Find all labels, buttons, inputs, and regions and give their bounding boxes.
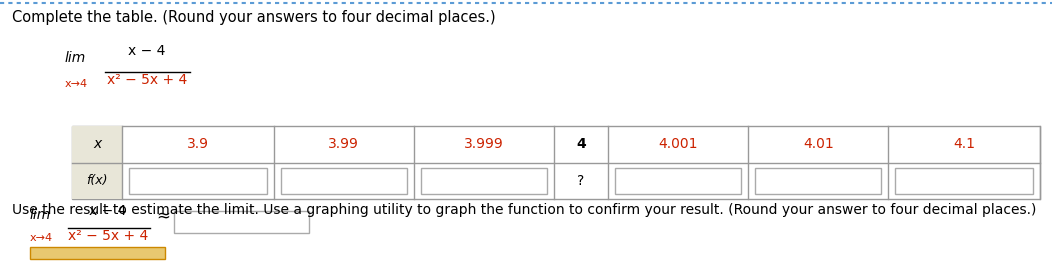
Bar (129, 168, 266, 194)
Bar (895, 168, 1033, 194)
Text: ≈: ≈ (156, 206, 169, 224)
Text: 4: 4 (576, 137, 586, 151)
Bar (421, 168, 547, 194)
Bar (755, 168, 882, 194)
Text: Use the result to estimate the limit. Use a graphing utility to graph the functi: Use the result to estimate the limit. Us… (12, 203, 1036, 217)
Text: 3.99: 3.99 (328, 137, 359, 151)
Text: ?: ? (578, 174, 585, 188)
Bar (281, 168, 407, 194)
Bar (72, 126, 1040, 199)
Text: Complete the table. (Round your answers to four decimal places.): Complete the table. (Round your answers … (12, 10, 495, 25)
Text: x→4: x→4 (65, 79, 88, 89)
Text: 4.001: 4.001 (659, 137, 697, 151)
Bar (31, 247, 165, 259)
Text: f(x): f(x) (86, 174, 107, 187)
Text: x→4: x→4 (31, 233, 53, 243)
Bar (174, 211, 309, 233)
Text: x² − 5x + 4: x² − 5x + 4 (107, 73, 187, 87)
Bar (615, 168, 742, 194)
Text: 4.1: 4.1 (953, 137, 975, 151)
Text: x − 4: x − 4 (128, 44, 165, 58)
Bar (72, 126, 122, 199)
Text: 3.9: 3.9 (187, 137, 208, 151)
Text: x: x (93, 137, 101, 151)
Text: x² − 5x + 4: x² − 5x + 4 (68, 229, 148, 243)
Text: 4.01: 4.01 (803, 137, 834, 151)
Text: lim: lim (65, 51, 86, 65)
Text: x − 4: x − 4 (89, 204, 126, 218)
Text: 3.999: 3.999 (464, 137, 504, 151)
Text: lim: lim (31, 208, 52, 222)
